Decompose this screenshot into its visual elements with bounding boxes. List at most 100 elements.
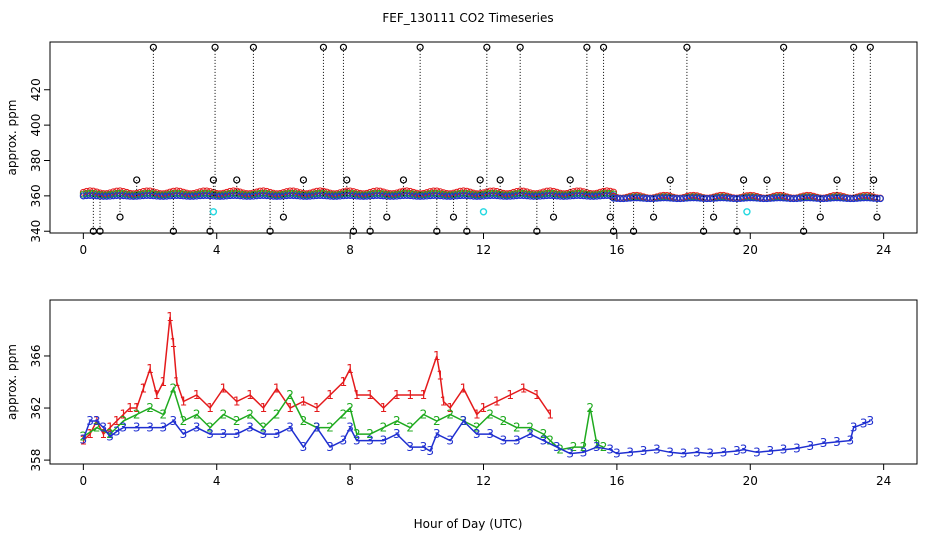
series-point-label: 1 [170, 336, 178, 350]
series-point-label: 3 [820, 436, 828, 450]
blue-marker [616, 194, 624, 203]
baseline-markers [79, 187, 884, 203]
spike-marker [169, 227, 177, 235]
series-point-label: 1 [436, 368, 444, 382]
series-point-label: 1 [246, 388, 254, 402]
series-point-label: 3 [446, 434, 454, 448]
x-tick-label: 16 [609, 243, 624, 257]
y-tick-label: 420 [29, 78, 43, 101]
series-point-label: 2 [273, 408, 281, 422]
blue-marker [663, 194, 671, 202]
blue-marker [736, 194, 744, 203]
series-point-label: 3 [353, 434, 361, 448]
x-tick-label: 20 [743, 474, 758, 488]
series-point-label: 1 [326, 388, 334, 402]
series-point-label: 2 [570, 440, 578, 454]
x-axis: 0 4 8 12 16 20 24 [80, 464, 891, 488]
series-point-label: 1 [80, 434, 88, 448]
series-point-label: 3 [613, 447, 621, 461]
series-line [82, 316, 551, 442]
series-point-label: 3 [100, 421, 108, 435]
series-line [82, 419, 871, 455]
spike-marker [609, 227, 618, 235]
series-point-label: 3 [793, 441, 801, 455]
series-point-label: 1 [506, 388, 514, 402]
series-point-label: 2 [233, 414, 241, 428]
series-point-label: 3 [260, 427, 268, 441]
spike-marker [116, 213, 124, 221]
spike-marker [149, 43, 157, 51]
series-point-label: 3 [526, 427, 534, 441]
spike-marker [279, 213, 288, 221]
blue-marker [806, 194, 814, 202]
x-tick-label: 12 [476, 474, 491, 488]
series-point-label: 1 [173, 375, 181, 389]
series-point-label: 3 [406, 440, 414, 454]
x-tick-label: 12 [476, 243, 491, 257]
spike-marker [96, 227, 104, 235]
series-point-label: 1 [160, 375, 168, 389]
series-point-label: 1 [520, 382, 528, 396]
series-point-label: 3 [233, 427, 241, 441]
series-point-label: 3 [366, 434, 374, 448]
spike-marker [89, 227, 97, 235]
spike-marker [516, 43, 524, 51]
spike-marker [433, 227, 441, 235]
series-point-label: 1 [546, 408, 554, 422]
x-tick-label: 24 [876, 243, 891, 257]
series-point-label: 2 [146, 401, 154, 415]
blue-marker [873, 194, 881, 203]
series-point-label: 2 [486, 408, 494, 422]
spike-marker [233, 176, 241, 184]
blue-marker [846, 194, 854, 203]
series-point-label: 3 [286, 421, 294, 435]
spike-marker [816, 213, 824, 221]
series-point-label: 3 [500, 434, 508, 448]
blue-marker [823, 194, 831, 202]
y-axis-label: approx. ppm [5, 344, 19, 420]
spike-marker [683, 43, 691, 51]
series-point-label: 3 [160, 421, 168, 435]
blue-marker [699, 194, 708, 203]
series-point-label: 2 [246, 408, 254, 422]
series-point-label: 1 [533, 388, 541, 402]
series-point-label: 1 [233, 395, 241, 409]
series-point-label: 3 [313, 421, 321, 435]
spike-marker [870, 176, 878, 184]
blue-marker [633, 194, 641, 202]
x-axis: 0 4 8 12 16 20 24 [80, 233, 891, 257]
series-point-label: 1 [440, 395, 448, 409]
series-point-label: 2 [353, 427, 361, 441]
blue-marker [693, 194, 701, 202]
spike-marker [206, 227, 214, 235]
series-point-label: 1 [286, 401, 294, 415]
cyan-marker [479, 208, 488, 216]
blue-marker [753, 194, 761, 202]
series-point-label: 2 [80, 430, 88, 444]
blue-marker [546, 191, 554, 200]
x-tick-label: 20 [743, 243, 758, 257]
series-point-label: 3 [120, 421, 128, 435]
series-point-label: 2 [93, 421, 101, 435]
series-point-label: 1 [206, 401, 214, 415]
series-point-label: 3 [626, 445, 634, 459]
series-point-label: 1 [100, 427, 108, 441]
series-point-label: 3 [273, 427, 281, 441]
series-point-label: 3 [246, 421, 254, 435]
series-point-label: 2 [133, 408, 141, 422]
series-point-label: 2 [340, 408, 348, 422]
spike-marker [319, 43, 328, 51]
series-point-label: 2 [366, 427, 374, 441]
y-axis: 358 362 366 approx. ppm [5, 344, 50, 472]
x-tick-label: 0 [80, 243, 88, 257]
series-point-label: 2 [446, 408, 454, 422]
series-point-label: 3 [426, 444, 434, 458]
y-tick-label: 366 [29, 345, 43, 368]
blue-marker [726, 194, 734, 202]
blue-marker [619, 194, 628, 203]
spike-marker [800, 227, 808, 235]
x-tick-label: 24 [876, 474, 891, 488]
series-point-label: 3 [170, 414, 178, 428]
